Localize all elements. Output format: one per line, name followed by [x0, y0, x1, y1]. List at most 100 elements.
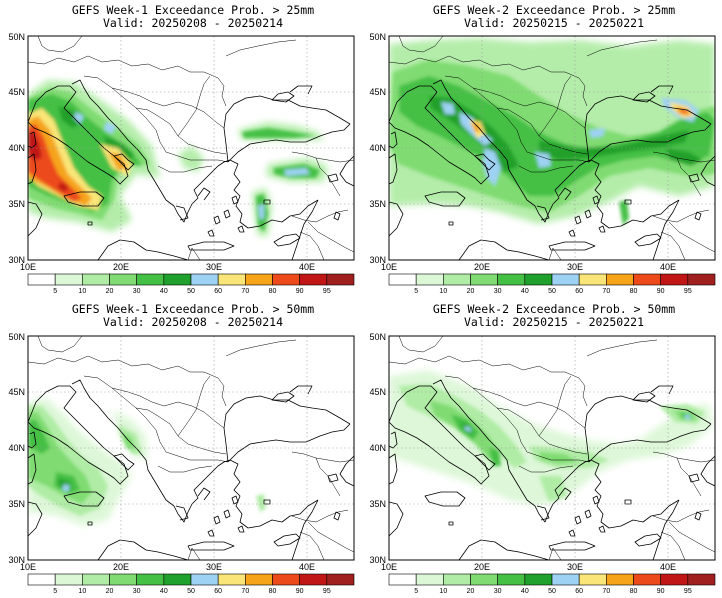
panel-title: GEFS Week-2 Exceedance Prob. > 50mm — [433, 302, 675, 316]
x-tick-label: 10E — [20, 562, 36, 572]
colorbar-label: 60 — [214, 588, 222, 595]
panel-title: GEFS Week-1 Exceedance Prob. > 50mm — [72, 302, 314, 316]
colorbar-swatch — [190, 573, 219, 586]
y-tick-label: 45N — [8, 87, 25, 97]
x-tick-label: 40E — [660, 562, 676, 572]
y-axis-ticks: 30N 35N 40N 45N 50N — [369, 32, 386, 265]
y-tick-label: 50N — [8, 32, 25, 42]
colorbar-label: 10 — [439, 288, 447, 295]
colorbar-label: 80 — [630, 588, 638, 595]
colorbar-label: 90 — [296, 588, 304, 595]
colorbar-label: 40 — [521, 288, 529, 295]
x-tick-label: 10E — [20, 262, 36, 272]
colorbar-swatch — [687, 573, 716, 586]
colorbar-label: 5 — [53, 288, 57, 295]
colorbar-label: 80 — [269, 288, 277, 295]
colorbar-label: 30 — [494, 588, 502, 595]
colorbar-label: 50 — [548, 588, 556, 595]
map-area: 30N 35N 40N 45N 50N 10E 20E 30E 40E — [8, 332, 355, 572]
probability-field — [389, 370, 713, 506]
colorbar-label: 10 — [78, 588, 86, 595]
panel-valid-dates: Valid: 20250215 - 20250221 — [464, 16, 644, 30]
y-tick-label: 35N — [8, 499, 25, 509]
panel-valid-dates: Valid: 20250215 - 20250221 — [464, 315, 644, 329]
map-area: 30N 35N 40N 45N 50N 10E 20E 30E 40E — [369, 32, 716, 272]
colorbar-swatch — [660, 573, 689, 586]
colorbar-label: 5 — [414, 288, 418, 295]
colorbar-swatch — [443, 573, 471, 586]
x-tick-label: 20E — [474, 562, 490, 572]
colorbar-swatch — [497, 573, 526, 586]
colorbar-label: 40 — [160, 588, 168, 595]
colorbar-label: 30 — [494, 288, 502, 295]
colorbar-label: 95 — [323, 588, 331, 595]
colorbar-label: 50 — [187, 588, 195, 595]
colorbar-swatch — [245, 573, 273, 586]
y-tick-label: 45N — [369, 87, 386, 97]
colorbar-swatch — [82, 273, 110, 286]
y-tick-label: 35N — [369, 499, 386, 509]
colorbar-swatch — [272, 573, 300, 586]
y-tick-label: 40N — [369, 143, 386, 153]
colorbar-swatch — [272, 273, 300, 286]
panel-valid-dates: Valid: 20250208 - 20250214 — [103, 16, 283, 30]
colorbar-swatch — [136, 573, 165, 586]
colorbar-swatch — [217, 573, 246, 586]
panel-week2-25mm: GEFS Week-2 Exceedance Prob. > 25mm Vali… — [369, 3, 716, 295]
y-tick-label: 50N — [369, 332, 386, 342]
y-tick-label: 30N — [8, 555, 25, 565]
colorbar-label: 20 — [467, 288, 475, 295]
colorbar-swatch — [136, 273, 165, 286]
colorbar-swatch — [633, 573, 661, 586]
colorbar-swatch — [633, 273, 661, 286]
x-axis-ticks: 10E 20E 30E 40E — [381, 262, 676, 272]
probability-field — [389, 38, 715, 226]
map-area: 30N 35N 40N 45N 50N 10E 20E 30E 40E — [369, 332, 716, 572]
x-tick-label: 10E — [381, 562, 397, 572]
y-tick-label: 40N — [8, 443, 25, 453]
colorbar-label: 60 — [214, 288, 222, 295]
y-tick-label: 35N — [8, 199, 25, 209]
colorbar-label: 10 — [439, 588, 447, 595]
x-tick-label: 20E — [474, 262, 490, 272]
colorbar: 5 10 20 30 40 50 60 70 80 90 95 — [27, 273, 355, 295]
colorbar-label: 70 — [241, 288, 249, 295]
map-frame — [388, 35, 716, 261]
colorbar-swatch — [54, 573, 83, 586]
colorbar-label: 50 — [187, 288, 195, 295]
colorbar: 5 10 20 30 40 50 60 70 80 90 95 — [388, 573, 716, 595]
colorbar-label: 60 — [575, 288, 583, 295]
colorbar-swatch — [299, 573, 328, 586]
graticule — [28, 336, 354, 560]
x-tick-label: 30E — [206, 562, 222, 572]
colorbar: 5 10 20 30 40 50 60 70 80 90 95 — [388, 273, 716, 295]
colorbar-label: 20 — [106, 588, 114, 595]
colorbar-label: 80 — [269, 588, 277, 595]
y-tick-label: 40N — [369, 443, 386, 453]
colorbar-swatch — [660, 273, 689, 286]
y-tick-label: 30N — [369, 555, 386, 565]
x-tick-label: 20E — [113, 562, 129, 572]
colorbar-label: 80 — [630, 288, 638, 295]
colorbar-swatch — [551, 573, 580, 586]
colorbar-swatch — [190, 273, 219, 286]
y-tick-label: 50N — [369, 32, 386, 42]
x-tick-label: 30E — [206, 262, 222, 272]
colorbar-swatch — [443, 273, 471, 286]
x-tick-label: 40E — [299, 562, 315, 572]
colorbar-label: 5 — [414, 588, 418, 595]
graticule — [28, 36, 354, 260]
x-tick-label: 40E — [299, 262, 315, 272]
map-frame — [27, 335, 355, 561]
colorbar-swatch — [497, 273, 526, 286]
y-tick-label: 30N — [8, 255, 25, 265]
y-axis-ticks: 30N 35N 40N 45N 50N — [8, 32, 25, 265]
colorbar-swatch — [27, 573, 56, 586]
graticule — [389, 336, 715, 560]
x-axis-ticks: 10E 20E 30E 40E — [20, 562, 315, 572]
colorbar-swatch — [163, 573, 192, 586]
colorbar-swatch — [82, 573, 110, 586]
colorbar-swatch — [606, 273, 634, 286]
colorbar-swatch — [551, 273, 580, 286]
colorbar-swatch — [687, 273, 716, 286]
